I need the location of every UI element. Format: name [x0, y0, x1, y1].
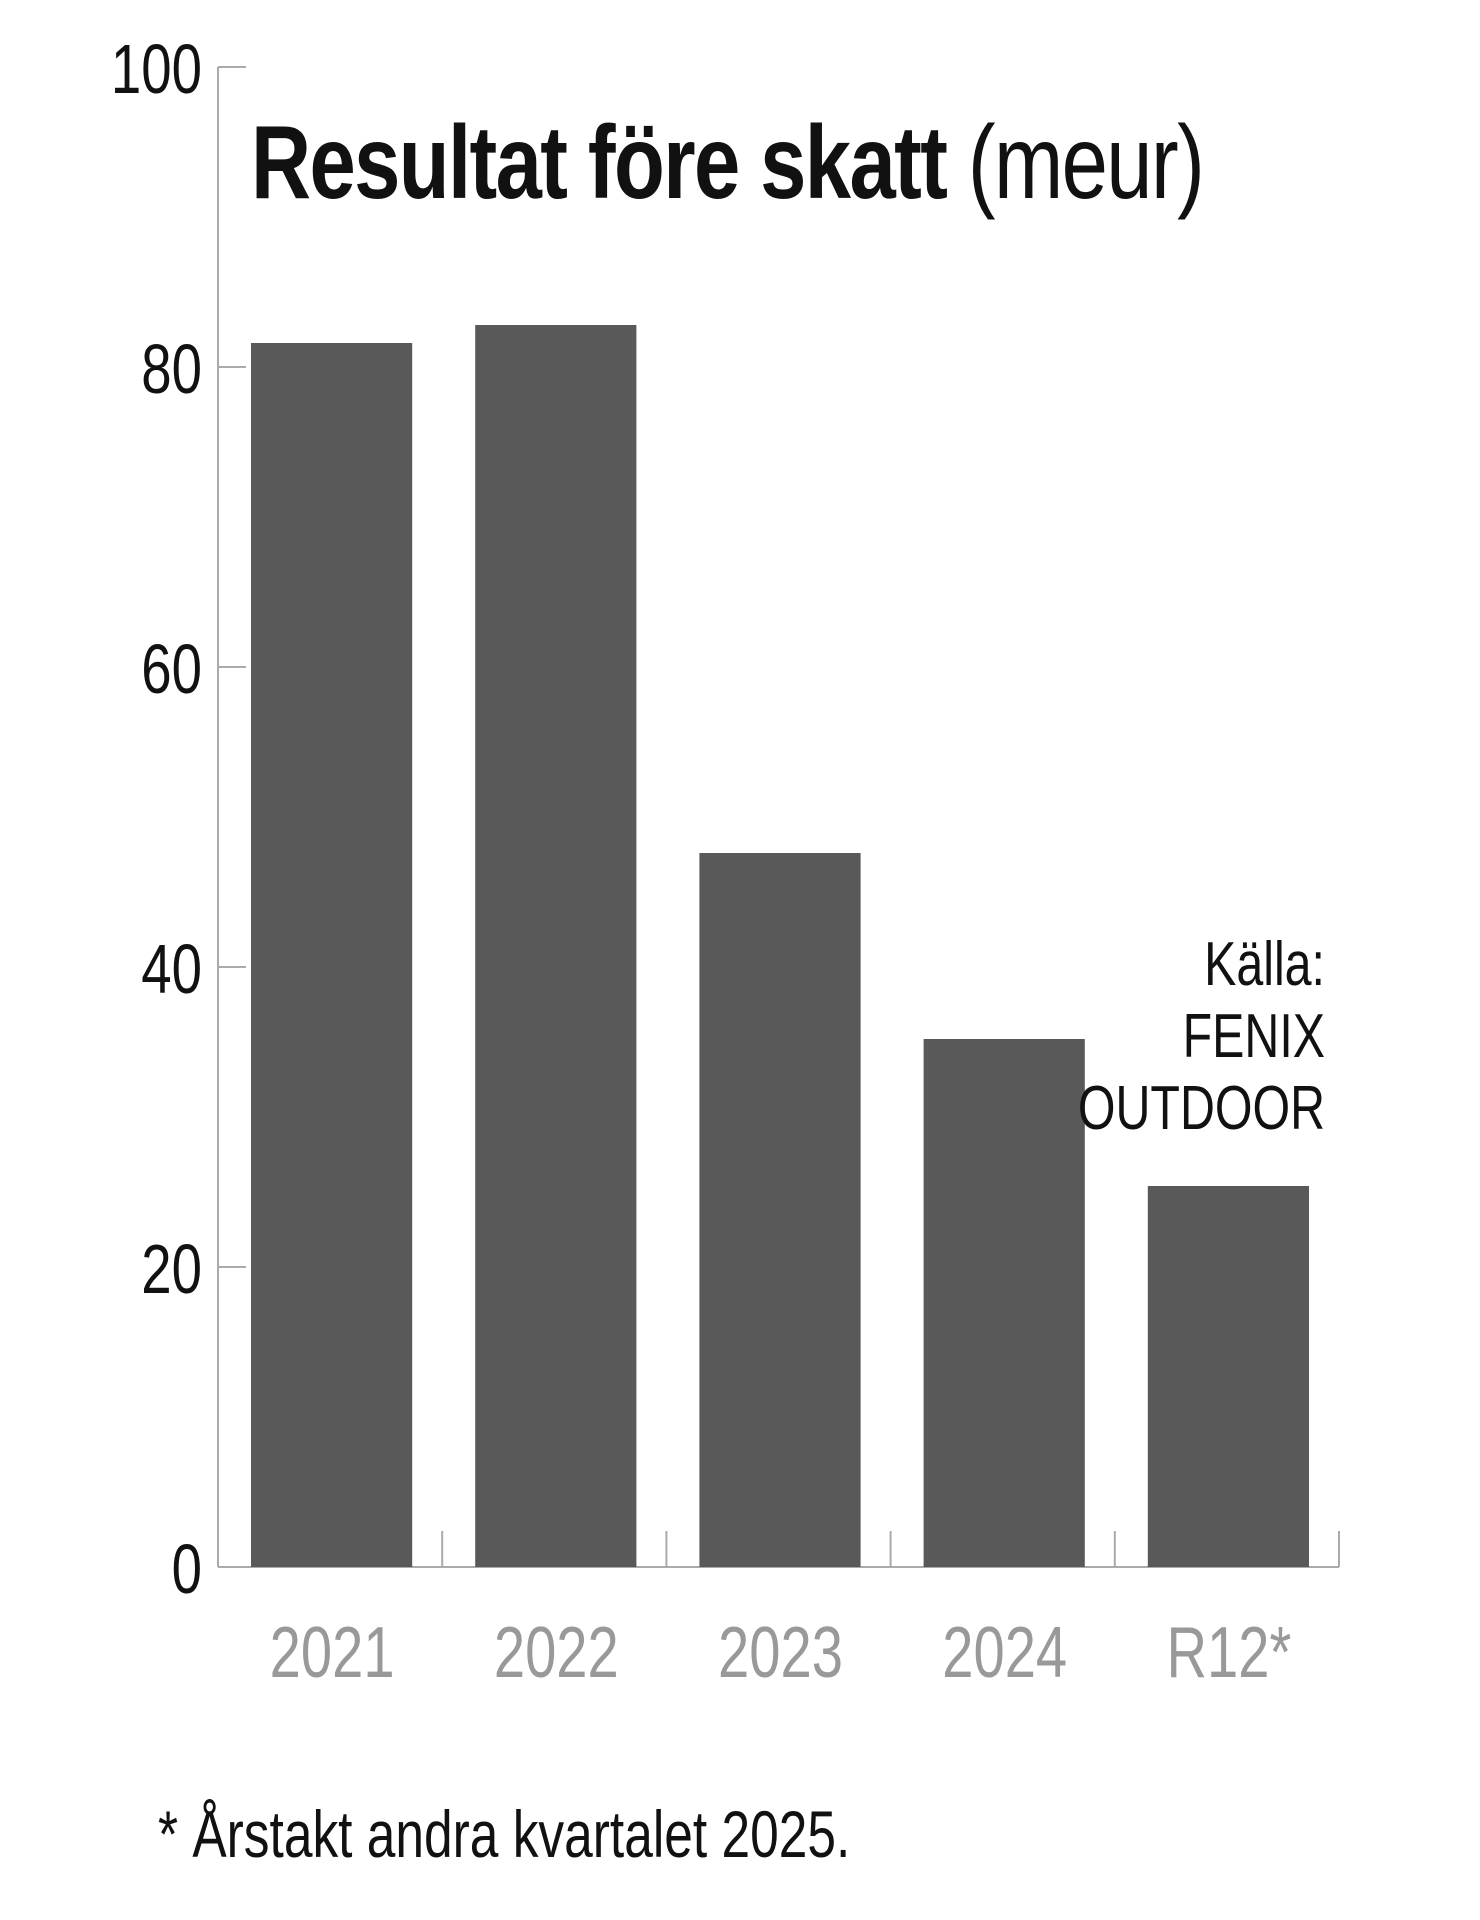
- source-label: FENIX: [1183, 1001, 1325, 1070]
- footnote: * Årstakt andra kvartalet 2025.: [158, 1797, 850, 1872]
- x-tick-label: R12*: [1166, 1612, 1291, 1692]
- chart-title-main: Resultat före skatt: [251, 104, 968, 220]
- chart-title-unit: (meur): [968, 104, 1203, 220]
- y-tick-label: 80: [141, 331, 202, 409]
- bar-r12: [1147, 1186, 1309, 1567]
- x-tick-label: 2023: [718, 1612, 843, 1692]
- chart-title: Resultat före skatt (meur): [251, 104, 1203, 220]
- bar-2021: [251, 343, 413, 1567]
- x-tick-label: 2022: [494, 1612, 619, 1692]
- x-tick-label: 2021: [270, 1612, 395, 1692]
- y-tick-label: 20: [141, 1231, 202, 1309]
- y-tick-label: 40: [141, 931, 202, 1009]
- y-tick-label: 60: [141, 631, 202, 709]
- source-label: Källa:: [1204, 929, 1325, 998]
- bar-2023: [699, 853, 861, 1567]
- y-tick-label: 0: [172, 1531, 202, 1609]
- bar-2024: [923, 1039, 1085, 1567]
- x-tick-label: 2024: [942, 1612, 1067, 1692]
- bar-2022: [475, 325, 637, 1567]
- source-label: OUTDOOR: [1078, 1073, 1325, 1142]
- y-tick-label: 100: [111, 31, 202, 109]
